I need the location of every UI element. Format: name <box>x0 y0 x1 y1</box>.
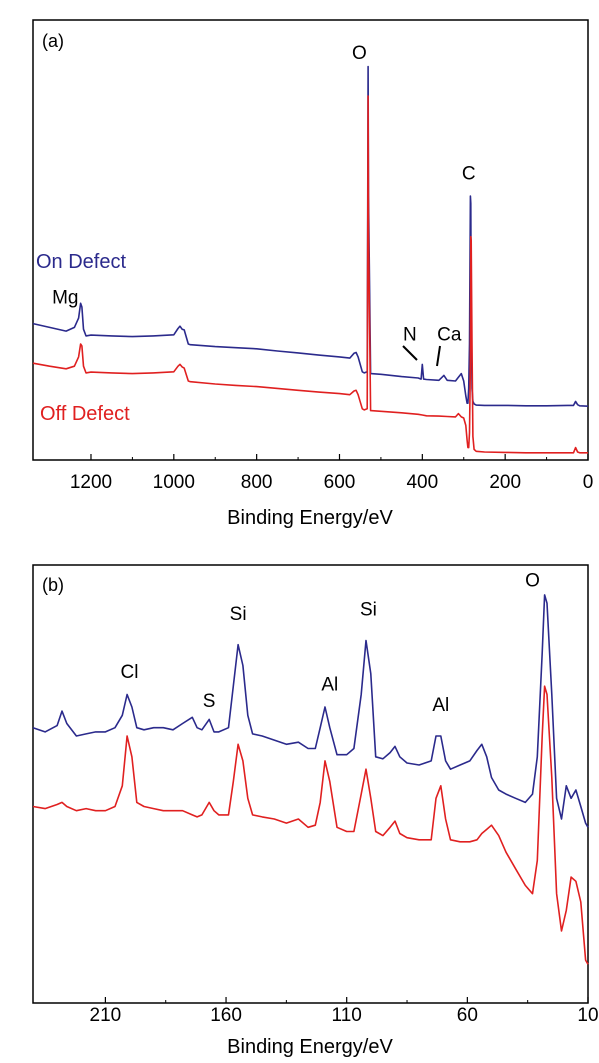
chart-b-series-line-on-defect <box>32 594 589 828</box>
chart-b-peak-label: Al <box>321 674 338 695</box>
chart-a-legend-off-defect: Off Defect <box>40 403 130 425</box>
chart-a-peak-label: N <box>403 324 417 345</box>
chart-b-panel-label: (b) <box>42 575 64 595</box>
chart-a-series-line-off-defect <box>32 95 588 454</box>
chart-a-x-tick-label: 600 <box>324 472 356 493</box>
chart-a: (a) 1200 1000 800 600 400 200 0 O C Mg N Ca On Def… <box>32 19 593 529</box>
chart-b-annotations: O Si Si Cl S Al Al <box>121 571 540 717</box>
chart-b-x-tick-label: 60 <box>457 1005 478 1026</box>
chart-a-series-line-on-defect <box>32 65 589 407</box>
chart-b-peak-label: O <box>525 571 540 592</box>
chart-b: (b) 210 160 110 60 10 O Si Si Cl S Al Al Binding E… <box>32 564 599 1058</box>
chart-b-x-tick-label: 110 <box>332 1005 362 1026</box>
chart-a-x-tick-label: 800 <box>241 472 273 493</box>
chart-b-x-tick-label: 210 <box>90 1005 122 1026</box>
chart-a-panel-label: (a) <box>42 31 64 51</box>
chart-b-frame <box>32 564 589 1004</box>
chart-a-frame <box>32 19 589 461</box>
chart-b-series-line-off-defect <box>32 685 589 965</box>
chart-b-peak-label: Al <box>432 695 449 716</box>
chart-b-peak-label: Si <box>360 600 377 621</box>
chart-a-annotations: O C Mg N Ca <box>52 43 475 345</box>
chart-b-x-axis-label: Binding Energy/eV <box>227 1036 393 1058</box>
chart-b-peak-label: Si <box>230 604 247 625</box>
chart-b-x-ticks: 210 160 110 60 10 <box>90 997 599 1026</box>
chart-a-x-tick-label: 0 <box>583 472 594 493</box>
chart-b-peak-label: Cl <box>121 662 139 683</box>
chart-a-peak-label: Mg <box>52 287 78 308</box>
chart-b-series <box>32 594 589 965</box>
chart-a-x-axis-label: Binding Energy/eV <box>227 507 393 529</box>
chart-a-x-tick-label: 200 <box>489 472 521 493</box>
chart-b-x-tick-label: 160 <box>210 1005 242 1026</box>
chart-b-peak-label: S <box>203 691 216 712</box>
chart-a-legend-on-defect: On Defect <box>36 251 126 273</box>
chart-a-x-ticks: 1200 1000 800 600 400 200 0 <box>70 454 593 493</box>
chart-a-x-tick-label: 1000 <box>153 472 195 493</box>
chart-a-peak-label: O <box>352 43 367 64</box>
chart-a-n-leader <box>402 345 418 361</box>
chart-a-x-tick-label: 1200 <box>70 472 112 493</box>
chart-a-ca-leader <box>436 345 441 367</box>
chart-a-peak-label: Ca <box>437 324 462 345</box>
chart-a-x-tick-label: 400 <box>406 472 438 493</box>
chart-a-peak-label: C <box>462 163 476 184</box>
chart-a-series <box>32 65 589 454</box>
chart-b-x-tick-label: 10 <box>577 1005 598 1026</box>
